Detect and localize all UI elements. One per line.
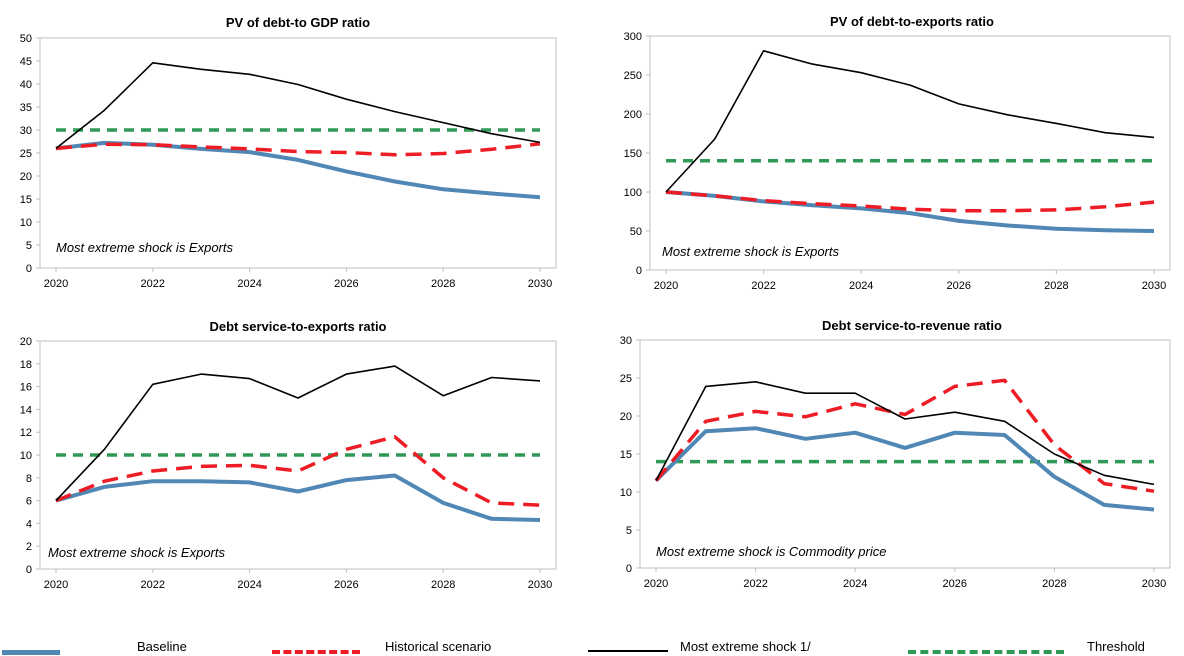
y-tick-label: 150	[624, 148, 642, 160]
y-tick-label: 200	[624, 109, 642, 121]
legend-swatch-threshold	[908, 650, 1064, 654]
chart-2: PV of debt-to-exports ratio 0 50 100 150 200 2…	[624, 14, 1171, 292]
x-tick-label: 2022	[751, 280, 775, 292]
annotation: Most extreme shock is Exports	[56, 240, 233, 255]
annotation: Most extreme shock is Exports	[662, 244, 839, 259]
y-tick-label: 16	[20, 382, 32, 394]
x-tick-label: 2022	[743, 578, 767, 590]
series-extreme	[655, 380, 1155, 486]
x-tick-label: 2024	[843, 578, 867, 590]
plot-area	[39, 37, 557, 269]
y-tick-label: 15	[20, 194, 32, 206]
x-tick-label: 2030	[528, 278, 552, 290]
x-tick-label: 2030	[528, 579, 552, 591]
x-tick-label: 2030	[1142, 578, 1166, 590]
annotation: Most extreme shock is Exports	[48, 545, 225, 560]
y-tick-label: 6	[26, 496, 32, 508]
chart-title: PV of debt-to GDP ratio	[226, 15, 370, 30]
y-tick-label: 20	[20, 336, 32, 348]
y-tick-label: 25	[20, 148, 32, 160]
x-tick-label: 2022	[141, 579, 165, 591]
y-tick-label: 25	[620, 373, 632, 385]
y-tick-label: 50	[20, 33, 32, 45]
x-tick-label: 2030	[1142, 280, 1166, 292]
series-baseline	[665, 190, 1155, 233]
x-tick-label: 2028	[1042, 578, 1066, 590]
y-tick-label: 4	[26, 518, 32, 530]
y-tick-label: 250	[624, 70, 642, 82]
chart-1: PV of debt-to GDP ratio 0 5 10 15 20 25 30 35 40 4…	[20, 15, 557, 290]
y-tick-label: 14	[20, 404, 32, 416]
y-tick-label: 18	[20, 359, 32, 371]
y-tick-label: 300	[624, 31, 642, 43]
y-tick-label: 10	[620, 487, 632, 499]
x-tick-label: 2026	[334, 579, 358, 591]
plot-area	[649, 35, 1171, 271]
x-tick-label: 2022	[141, 278, 165, 290]
y-tick-label: 2	[26, 541, 32, 553]
y-tick-label: 50	[630, 226, 642, 238]
x-tick-label: 2026	[943, 578, 967, 590]
y-tick-label: 100	[624, 187, 642, 199]
y-tick-label: 5	[626, 525, 632, 537]
legend-swatch-extreme	[588, 650, 668, 652]
x-tick-label: 2024	[849, 280, 873, 292]
y-tick-label: 0	[626, 563, 632, 575]
annotation: Most extreme shock is Commodity price	[656, 544, 886, 559]
y-tick-label: 20	[620, 411, 632, 423]
chart-title: Debt service-to-revenue ratio	[822, 318, 1002, 333]
legend-label-threshold: Threshold	[1087, 639, 1145, 654]
y-tick-label: 10	[20, 217, 32, 229]
x-tick-label: 2024	[237, 579, 261, 591]
y-tick-label: 30	[620, 335, 632, 347]
x-tick-label: 2020	[644, 578, 668, 590]
legend-swatch-historical	[272, 650, 360, 654]
y-tick-label: 8	[26, 473, 32, 485]
x-tick-label: 2028	[431, 579, 455, 591]
y-tick-label: 15	[620, 449, 632, 461]
legend-label-historical: Historical scenario	[385, 639, 492, 654]
y-tick-label: 0	[636, 265, 642, 277]
series-baseline	[55, 473, 541, 522]
y-tick-label: 30	[20, 125, 32, 137]
series-historical	[654, 378, 1155, 493]
plot-area	[639, 339, 1171, 569]
y-tick-label: 5	[26, 240, 32, 252]
y-tick-label: 45	[20, 56, 32, 68]
y-tick-label: 12	[20, 427, 32, 439]
x-tick-label: 2028	[1044, 280, 1068, 292]
series-extreme	[665, 49, 1155, 193]
x-tick-label: 2024	[237, 278, 261, 290]
y-tick-label: 20	[20, 171, 32, 183]
legend-swatch-baseline	[2, 650, 60, 655]
series-extreme	[55, 365, 541, 502]
x-tick-label: 2028	[431, 278, 455, 290]
chart-title: PV of debt-to-exports ratio	[830, 14, 994, 29]
chart-title: Debt service-to-exports ratio	[210, 319, 387, 334]
x-tick-label: 2026	[334, 278, 358, 290]
chart-4: Debt service-to-revenue ratio 0 5 10 15 20 25 3…	[620, 318, 1171, 590]
y-tick-label: 0	[26, 564, 32, 576]
x-tick-label: 2020	[44, 278, 68, 290]
chart-3: Debt service-to-exports ratio 0 2 4 6 8 10 12 14…	[20, 319, 557, 591]
series-historical	[665, 190, 1155, 213]
y-tick-label: 40	[20, 79, 32, 91]
y-tick-label: 35	[20, 102, 32, 114]
x-tick-label: 2020	[44, 579, 68, 591]
x-tick-label: 2026	[947, 280, 971, 292]
legend-label-baseline: Baseline	[137, 639, 187, 654]
legend: Baseline Historical scenario Most extrem…	[0, 636, 1184, 656]
y-tick-label: 0	[26, 263, 32, 275]
y-tick-label: 10	[20, 450, 32, 462]
series-extreme	[55, 61, 541, 150]
series-baseline	[654, 426, 1155, 512]
legend-label-extreme: Most extreme shock 1/	[680, 639, 811, 654]
series-historical	[55, 435, 541, 507]
x-tick-label: 2020	[654, 280, 678, 292]
series-historical	[55, 142, 541, 157]
